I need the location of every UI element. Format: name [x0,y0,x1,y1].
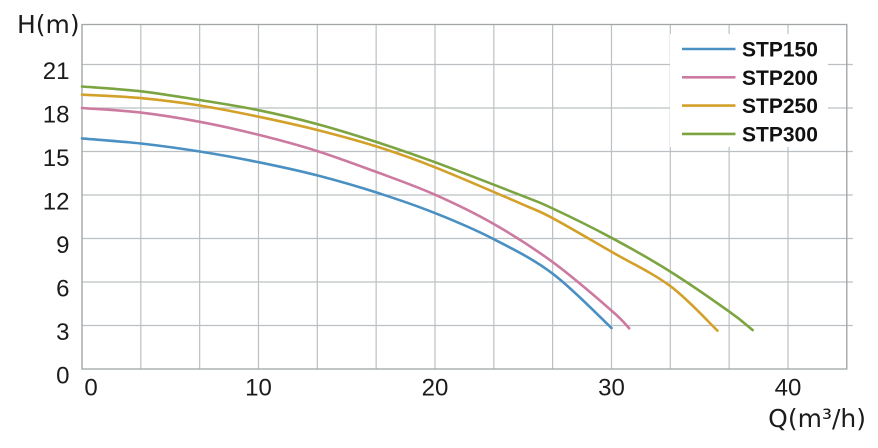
y-tick-label: 15 [43,145,70,172]
legend: STP150 STP200 STP250 STP300 [670,34,828,147]
y-tick-label: 12 [43,189,70,216]
series-layer [80,85,754,332]
legend-label-STP150: STP150 [742,39,818,62]
legend-background [670,34,828,147]
curve-STP300 [80,85,754,332]
legend-label-STP300: STP300 [742,123,818,146]
x-tick-label: 10 [245,375,272,402]
legend-item-STP250: STP250 [682,95,818,118]
legend-item-STP150: STP150 [682,39,818,62]
curve-STP150 [80,137,613,330]
x-tick-label: 40 [775,375,802,402]
y-axis-title: H(m) [17,10,80,39]
curve-STP250 [80,93,719,332]
plot-frame [81,23,848,370]
legend-label-STP200: STP200 [742,67,818,90]
y-tick-label: 21 [43,58,70,85]
x-axis-title: Q(m³/h) [768,404,866,433]
y-tick-label: 9 [56,232,69,259]
x-tick-label: 0 [84,375,97,402]
legend-item-STP300: STP300 [682,123,818,146]
legend-item-STP200: STP200 [682,67,818,90]
plot-border [81,23,848,370]
x-tick-label: 30 [598,375,625,402]
curve-STP200 [80,106,631,330]
x-tick-label: 20 [422,375,449,402]
y-tick-label: 18 [43,102,70,129]
y-tick-label: 0 [56,363,69,390]
tick-labels: 0 10 20 30 40 0 3 6 9 12 15 18 21 [43,58,802,402]
legend-label-STP250: STP250 [742,95,818,118]
y-tick-label: 6 [56,276,69,303]
y-tick-label: 3 [56,319,69,346]
